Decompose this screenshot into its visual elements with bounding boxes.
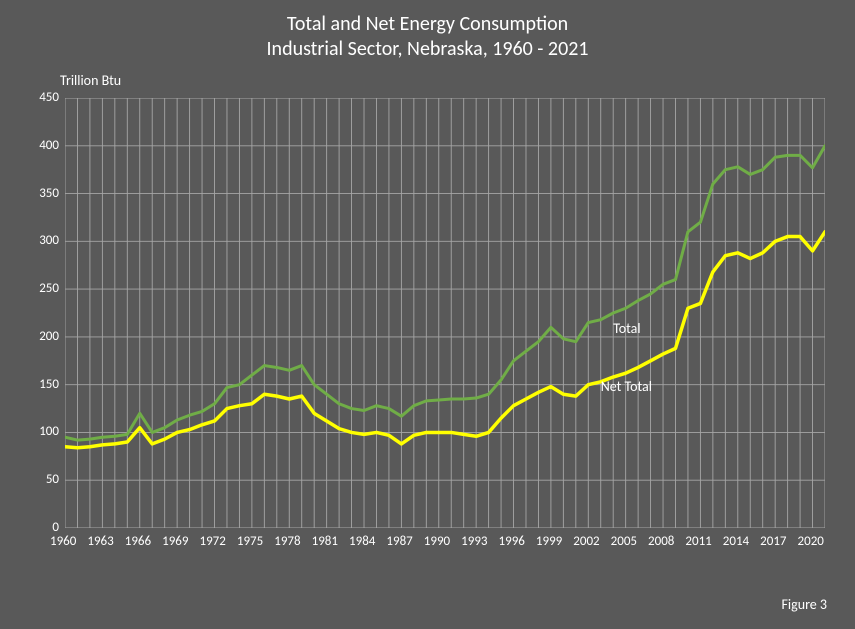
x-tick-label: 1969 xyxy=(162,534,188,549)
x-tick-label: 1981 xyxy=(312,534,338,549)
x-tick-label: 1966 xyxy=(125,534,151,549)
x-tick-label: 1984 xyxy=(349,534,375,549)
x-tick-label: 1993 xyxy=(461,534,487,549)
series-label-net-total: Net Total xyxy=(601,378,652,395)
x-tick-label: 2020 xyxy=(798,534,824,549)
chart-title: Total and Net Energy Consumption Industr… xyxy=(0,12,855,62)
series-line-total xyxy=(65,146,825,440)
chart-title-line-1: Total and Net Energy Consumption xyxy=(0,12,855,37)
y-tick-label: 50 xyxy=(46,472,59,487)
x-tick-label: 1990 xyxy=(424,534,450,549)
plot-area xyxy=(65,98,825,528)
chart-title-line-2: Industrial Sector, Nebraska, 1960 - 2021 xyxy=(0,37,855,62)
y-axis-title: Trillion Btu xyxy=(60,72,121,89)
y-tick-label: 350 xyxy=(39,186,59,201)
y-tick-label: 100 xyxy=(39,424,59,439)
y-tick-label: 250 xyxy=(39,281,59,296)
x-tick-label: 1963 xyxy=(87,534,113,549)
x-tick-label: 2014 xyxy=(723,534,749,549)
x-tick-label: 2002 xyxy=(573,534,599,549)
x-tick-label: 2005 xyxy=(611,534,637,549)
x-tick-label: 1999 xyxy=(536,534,562,549)
x-tick-label: 2017 xyxy=(760,534,786,549)
x-tick-label: 2008 xyxy=(648,534,674,549)
x-tick-label: 1987 xyxy=(386,534,412,549)
y-tick-label: 150 xyxy=(39,377,59,392)
y-tick-label: 300 xyxy=(39,233,59,248)
x-tick-label: 1972 xyxy=(200,534,226,549)
x-tick-label: 1996 xyxy=(499,534,525,549)
y-tick-label: 200 xyxy=(39,329,59,344)
series-line-net-total xyxy=(65,232,825,448)
y-tick-label: 0 xyxy=(52,520,59,535)
series-label-total: Total xyxy=(613,320,640,337)
energy-consumption-chart: Total and Net Energy Consumption Industr… xyxy=(0,0,855,629)
y-tick-label: 450 xyxy=(39,90,59,105)
x-tick-label: 2011 xyxy=(685,534,711,549)
x-tick-label: 1960 xyxy=(50,534,76,549)
x-tick-label: 1975 xyxy=(237,534,263,549)
y-tick-label: 400 xyxy=(39,138,59,153)
figure-label: Figure 3 xyxy=(781,596,827,613)
x-tick-label: 1978 xyxy=(274,534,300,549)
